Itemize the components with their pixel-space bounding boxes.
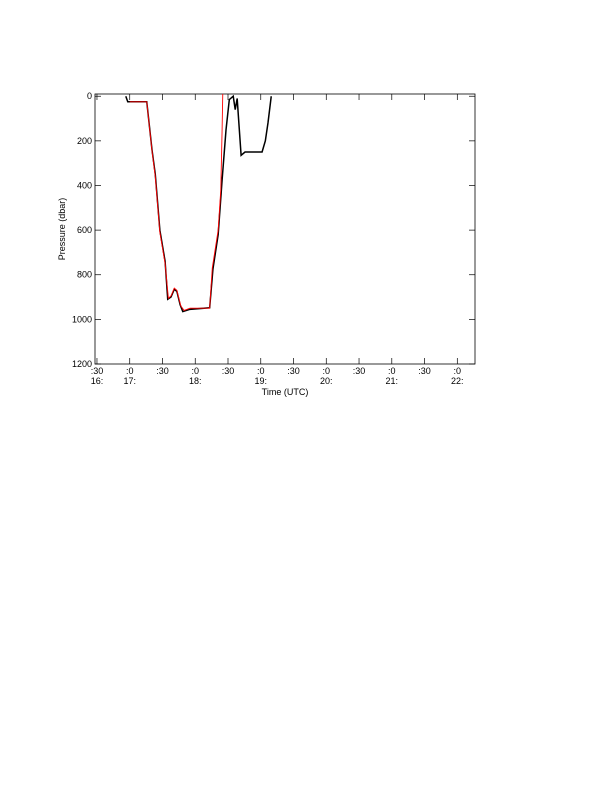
x-tick-label: 22: <box>451 376 464 386</box>
x-tick-label: 19: <box>255 376 268 386</box>
x-tick-label: :30 <box>287 366 300 376</box>
x-tick-label: 18: <box>189 376 202 386</box>
y-tick-label: 800 <box>77 270 92 280</box>
x-tick-label: :30 <box>418 366 431 376</box>
x-tick-label: 20: <box>320 376 333 386</box>
x-tick-label: :0 <box>126 366 134 376</box>
x-tick-label: :0 <box>454 366 462 376</box>
x-tick-label: :0 <box>191 366 199 376</box>
x-tick-label: :30 <box>222 366 235 376</box>
x-tick-label: 16: <box>91 376 104 386</box>
x-tick-label: :0 <box>388 366 396 376</box>
x-tick-label: :30 <box>353 366 366 376</box>
y-tick-label: 1000 <box>72 314 92 324</box>
y-axis-label: Pressure (dbar) <box>57 198 67 261</box>
x-tick-label: 17: <box>123 376 136 386</box>
x-tick-label: :30 <box>91 366 104 376</box>
plot-frame <box>94 93 476 365</box>
x-tick-label: :30 <box>156 366 169 376</box>
y-tick-label: 400 <box>77 180 92 190</box>
x-tick-label: 21: <box>386 376 399 386</box>
x-tick-label: :0 <box>257 366 265 376</box>
data-line <box>129 93 224 311</box>
y-tick-label: 600 <box>77 225 92 235</box>
x-axis-label: Time (UTC) <box>262 387 309 397</box>
y-tick-label: 200 <box>77 136 92 146</box>
y-tick-label: 0 <box>87 91 92 101</box>
x-tick-label: :0 <box>323 366 331 376</box>
y-tick-label: 1200 <box>72 359 92 369</box>
